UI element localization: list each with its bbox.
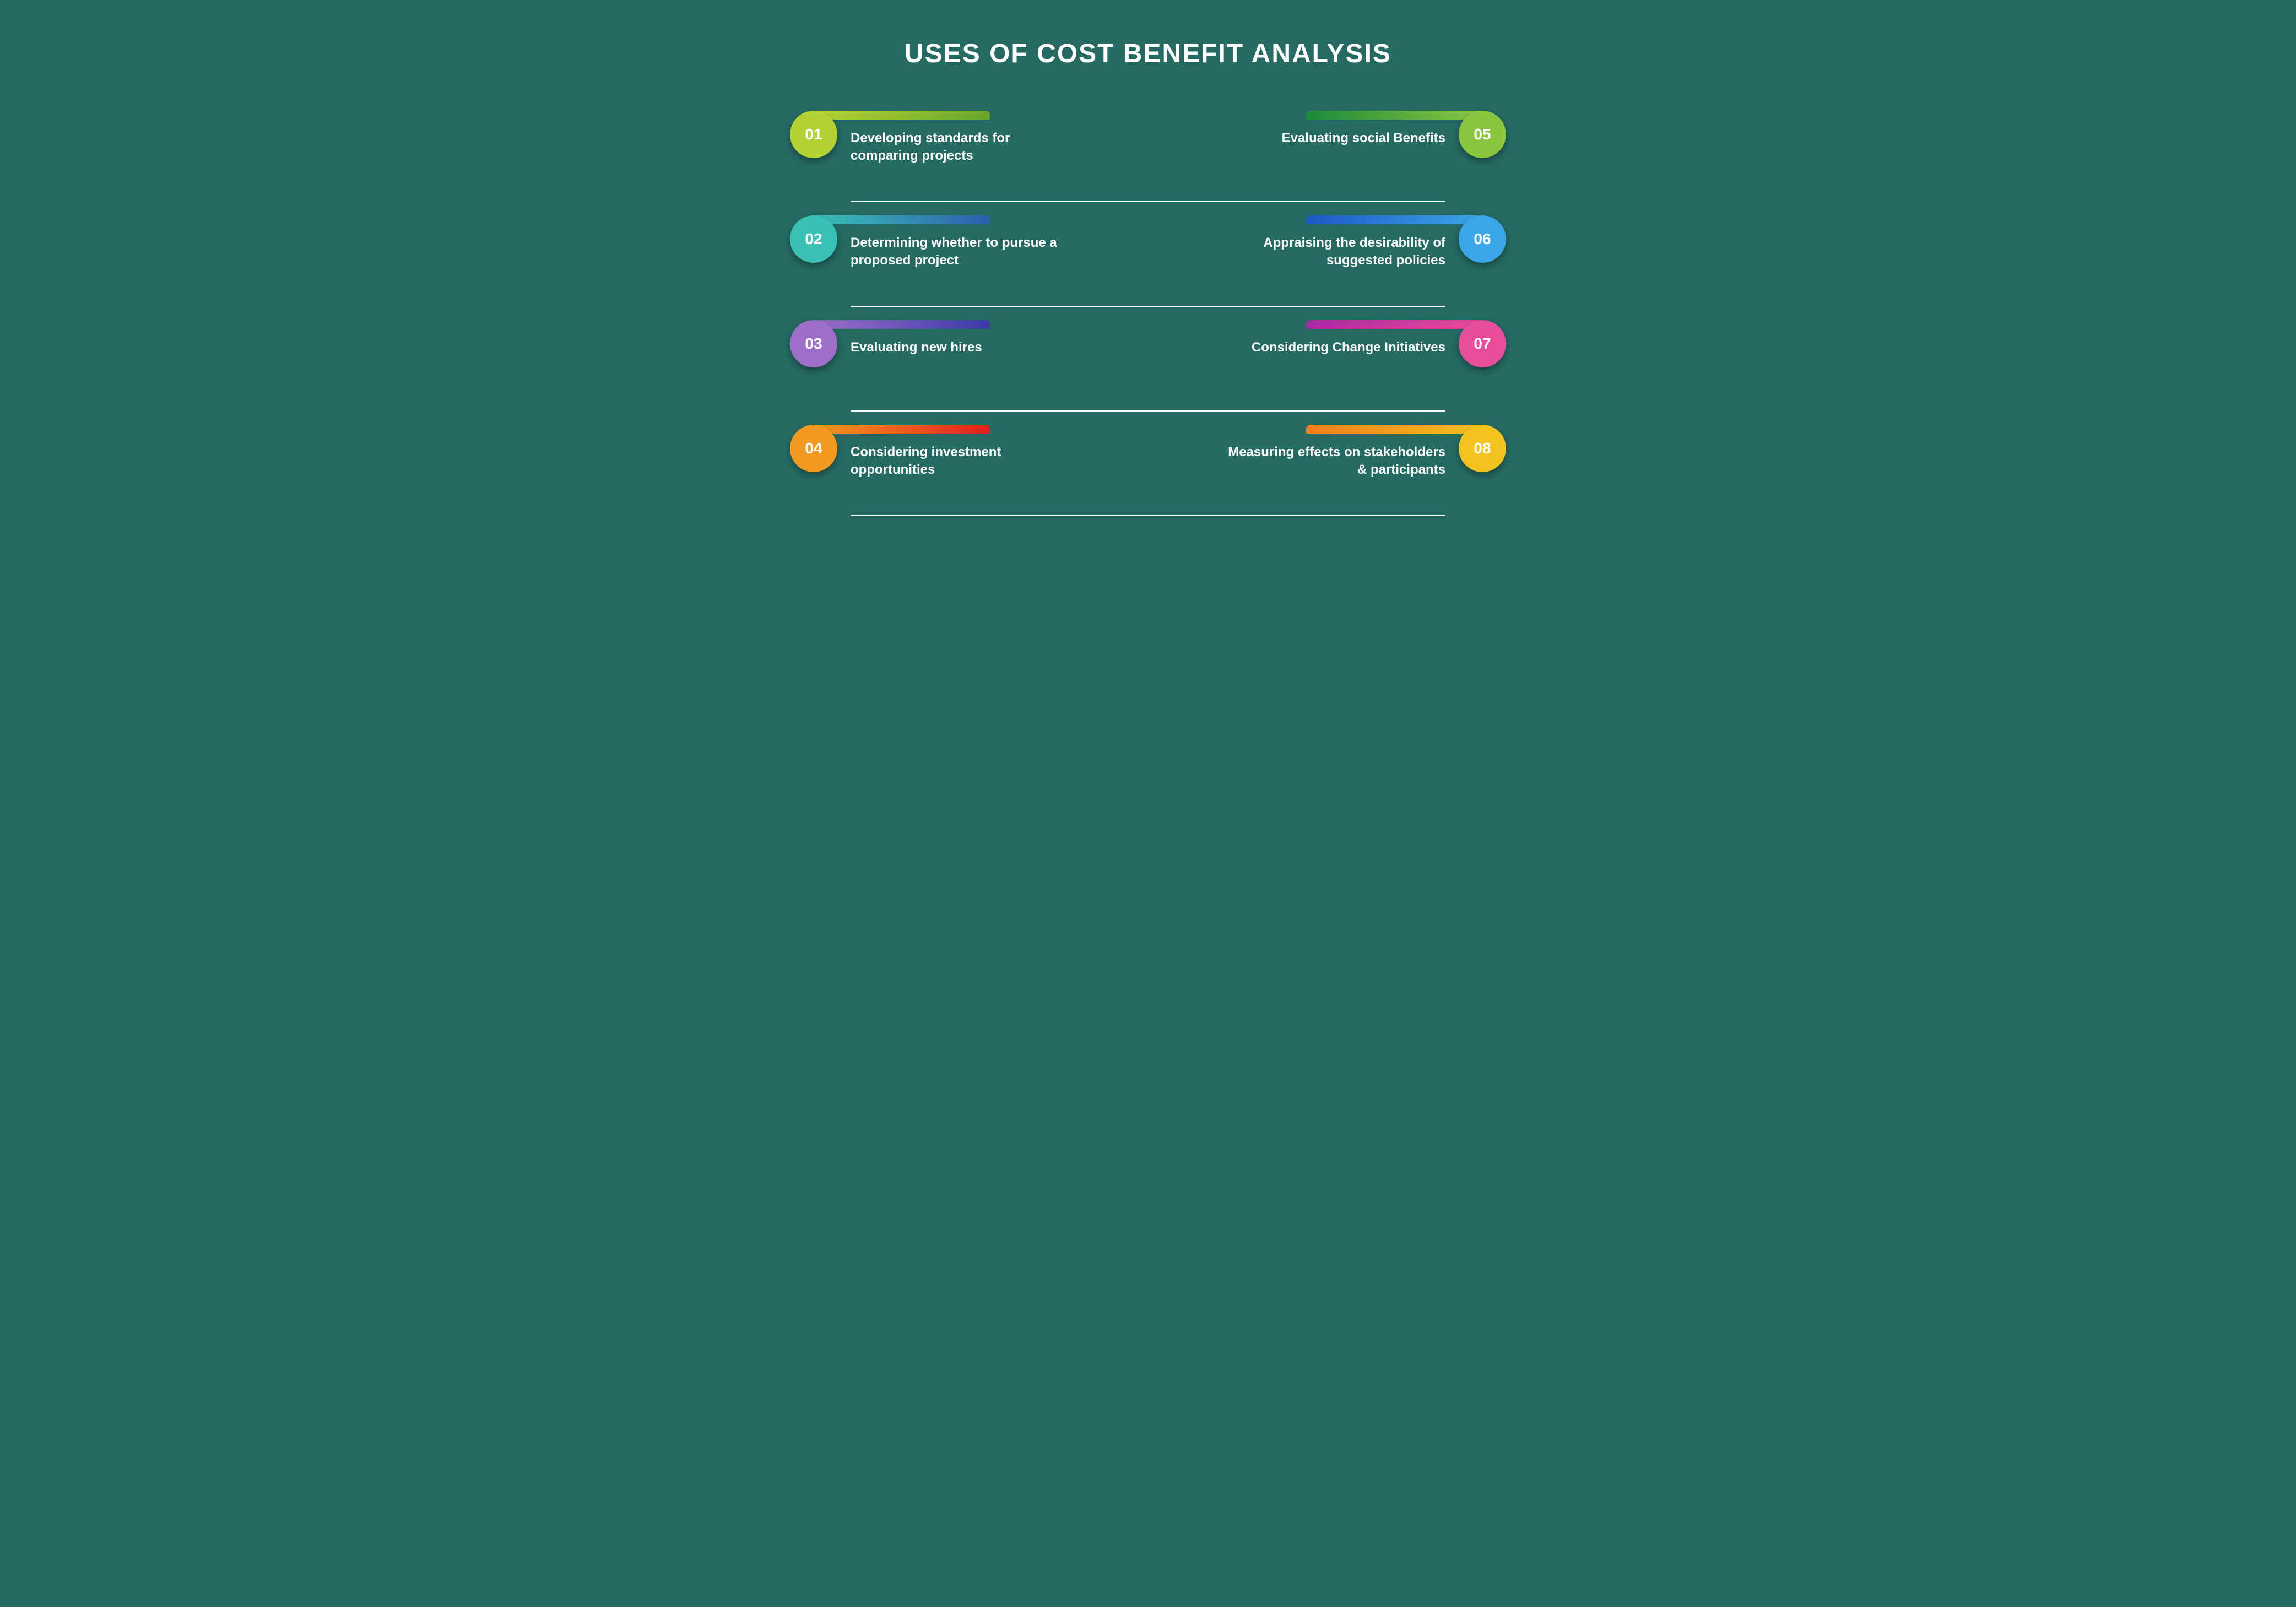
item-05-badge: 05 <box>1459 111 1506 158</box>
item-07-underline <box>1148 410 1445 412</box>
item-04-label: Considering investment opportunities <box>851 443 1071 479</box>
item-02-label: Determining whether to pursue a proposed… <box>851 234 1071 270</box>
item-06-badge: 06 <box>1459 215 1506 263</box>
item-01-badge: 01 <box>790 111 837 158</box>
item-04-badge: 04 <box>790 425 837 472</box>
item-05-bar <box>1306 111 1482 120</box>
item-01: 01 Developing standards for comparing pr… <box>790 107 1148 212</box>
item-04-underline <box>851 515 1148 516</box>
item-03-badge: 03 <box>790 320 837 367</box>
item-01-number: 01 <box>805 126 822 143</box>
item-02: 02 Determining whether to pursue a propo… <box>790 212 1148 317</box>
item-03-number: 03 <box>805 335 822 353</box>
item-03-underline <box>851 410 1148 412</box>
item-02-underline <box>851 306 1148 307</box>
page-title: USES OF COST BENEFIT ANALYSIS <box>50 39 2246 69</box>
item-08-number: 08 <box>1474 440 1491 457</box>
item-02-number: 02 <box>805 230 822 248</box>
row-1: 01 Developing standards for comparing pr… <box>790 107 1506 212</box>
item-06: 06 Appraising the desirability of sugges… <box>1148 212 1506 317</box>
item-03-label: Evaluating new hires <box>851 339 982 356</box>
item-02-badge: 02 <box>790 215 837 263</box>
item-06-underline <box>1148 306 1445 307</box>
row-3: 03 Evaluating new hires 07 Considering C… <box>790 317 1506 421</box>
item-04: 04 Considering investment opportunities <box>790 421 1148 526</box>
item-02-bar <box>814 215 990 224</box>
row-4: 04 Considering investment opportunities … <box>790 421 1506 526</box>
item-01-underline <box>851 201 1148 202</box>
item-07-label: Considering Change Initiatives <box>1252 339 1445 356</box>
item-05-number: 05 <box>1474 126 1491 143</box>
item-05: 05 Evaluating social Benefits <box>1148 107 1506 212</box>
item-03: 03 Evaluating new hires <box>790 317 1148 421</box>
item-07-bar <box>1306 320 1482 329</box>
item-07: 07 Considering Change Initiatives <box>1148 317 1506 421</box>
grid: 01 Developing standards for comparing pr… <box>790 107 1506 526</box>
item-04-bar <box>814 425 990 434</box>
item-08-underline <box>1148 515 1445 516</box>
item-01-bar <box>814 111 990 120</box>
infographic-canvas: USES OF COST BENEFIT ANALYSIS 01 Develop… <box>0 0 2296 1607</box>
item-07-number: 07 <box>1474 335 1491 353</box>
item-07-badge: 07 <box>1459 320 1506 367</box>
item-01-label: Developing standards for comparing proje… <box>851 129 1071 165</box>
item-06-bar <box>1306 215 1482 224</box>
item-05-underline <box>1148 201 1445 202</box>
row-2: 02 Determining whether to pursue a propo… <box>790 212 1506 317</box>
item-03-bar <box>814 320 990 329</box>
item-06-number: 06 <box>1474 230 1491 248</box>
item-06-label: Appraising the desirability of suggested… <box>1225 234 1445 270</box>
item-04-number: 04 <box>805 440 822 457</box>
item-08-label: Measuring effects on stakeholders & part… <box>1225 443 1445 479</box>
item-08-badge: 08 <box>1459 425 1506 472</box>
item-08: 08 Measuring effects on stakeholders & p… <box>1148 421 1506 526</box>
item-05-label: Evaluating social Benefits <box>1282 129 1445 147</box>
item-08-bar <box>1306 425 1482 434</box>
